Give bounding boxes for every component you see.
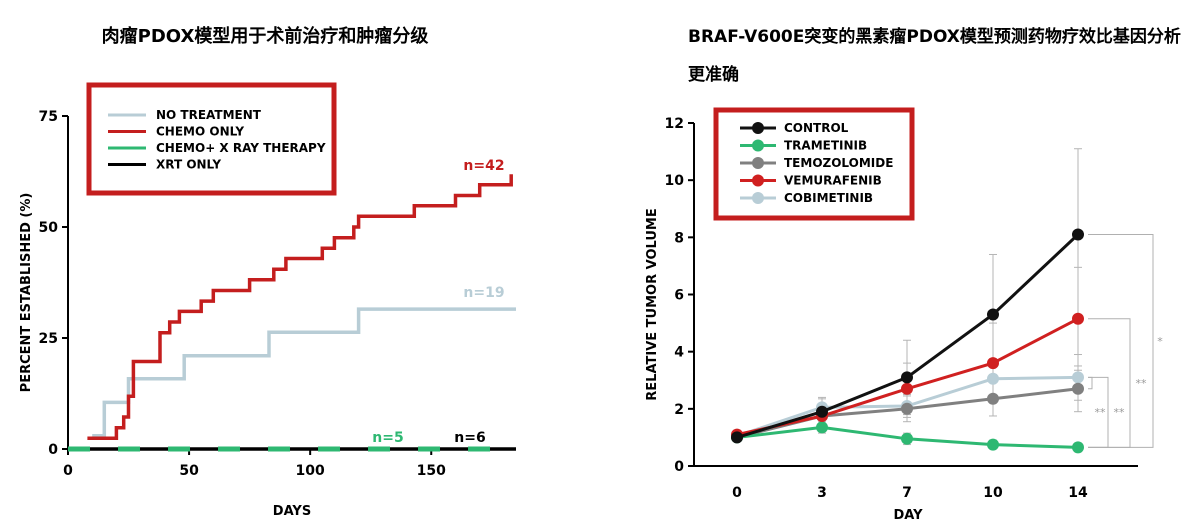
chart2-significance-label: * bbox=[1157, 335, 1163, 348]
chart2-data-point bbox=[816, 401, 828, 414]
chart2-legend-marker bbox=[752, 157, 764, 169]
chart1-n-label: n=19 bbox=[463, 285, 504, 301]
chart2-data-point bbox=[901, 402, 913, 415]
chart2-x-axis-label: DAY bbox=[893, 508, 923, 523]
chart2-data-point bbox=[987, 357, 999, 370]
chart2-y-tick-label: 10 bbox=[665, 173, 685, 189]
chart2-data-point bbox=[1072, 382, 1084, 395]
chart2-series-line-2 bbox=[736, 387, 1079, 439]
chart1-x-tick-label: 0 bbox=[63, 463, 73, 479]
chart2-x-tick-label: 3 bbox=[817, 485, 827, 501]
chart2-data-point bbox=[731, 430, 743, 442]
chart2-data-point bbox=[731, 431, 743, 444]
chart2-y-tick-label: 0 bbox=[674, 459, 684, 475]
chart2-legend-marker bbox=[752, 174, 764, 187]
chart2-data-point bbox=[987, 392, 999, 405]
chart2-y-tick-label: 4 bbox=[674, 345, 684, 361]
chart2-y-tick-label: 2 bbox=[674, 402, 684, 418]
chart2-legend-label: CONTROL bbox=[784, 121, 849, 135]
chart1-legend-label: CHEMO+ X RAY THERAPY bbox=[156, 141, 326, 155]
chart2-data-point bbox=[987, 438, 999, 451]
chart2-series-line-3 bbox=[736, 317, 1079, 437]
chart1-x-tick-label: 100 bbox=[296, 463, 325, 479]
chart1-n-label: n=5 bbox=[372, 430, 403, 446]
chart2-data-point bbox=[731, 431, 743, 444]
chart2-data-point bbox=[816, 410, 828, 422]
chart2-data-point bbox=[731, 428, 743, 441]
chart2-legend-label: TEMOZOLOMIDE bbox=[784, 156, 893, 170]
chart2-data-point bbox=[1072, 371, 1084, 384]
chart2-significance-label: ** bbox=[1114, 406, 1126, 419]
chart2-data-point bbox=[901, 400, 913, 412]
chart2-legend-marker bbox=[752, 122, 764, 134]
chart2-y-tick-label: 12 bbox=[665, 116, 684, 132]
chart2-data-point bbox=[816, 421, 828, 434]
chart2-data-point bbox=[901, 432, 913, 445]
chart2-significance-bracket bbox=[1088, 234, 1154, 448]
chart2-legend-label: VEMURAFENIB bbox=[784, 174, 882, 188]
chart1-series-line-1 bbox=[87, 174, 513, 441]
chart1-legend-label: NO TREATMENT bbox=[156, 108, 262, 122]
chart2-title: BRAF-V600E突变的黑素瘤PDOX模型预测药物疗效比基因分析更准确 bbox=[688, 27, 1181, 85]
chart2-significance-bracket bbox=[1088, 376, 1109, 448]
chart2-legend-label: TRAMETINIB bbox=[784, 139, 867, 153]
chart2-y-tick-label: 6 bbox=[674, 288, 684, 304]
chart2-significance-label: ** bbox=[1095, 406, 1107, 419]
chart2-x-tick-label: 14 bbox=[1068, 485, 1088, 501]
chart1-y-tick-label: 25 bbox=[39, 331, 58, 347]
chart1-y-axis-label: PERCENT ESTABLISHED (%) bbox=[19, 193, 34, 393]
chart1-legend-box bbox=[86, 82, 337, 196]
chart1-y-tick-label: 75 bbox=[39, 109, 58, 125]
chart2-data-point bbox=[987, 308, 999, 321]
chart2-series-line-0 bbox=[736, 233, 1080, 439]
chart2-legend-marker bbox=[752, 139, 764, 152]
chart2-y-axis-label: RELATIVE TUMOR VOLUME bbox=[645, 208, 660, 400]
chart2-y-tick-label: 8 bbox=[674, 230, 684, 246]
chart1-n-label: n=42 bbox=[463, 158, 504, 174]
chart2-significance-label: ** bbox=[1136, 377, 1148, 390]
chart2-significance-bracket bbox=[1088, 376, 1093, 390]
chart1-y-tick-label: 0 bbox=[48, 442, 58, 458]
chart2-data-point bbox=[731, 431, 743, 444]
chart1-x-tick-label: 50 bbox=[179, 463, 199, 479]
chart2-legend-box bbox=[713, 107, 915, 221]
chart1-title: 肉瘤PDOX模型用于术前治疗和肿瘤分级 bbox=[101, 26, 429, 47]
chart1-svg: 0 25 50 75 0 50 100 150 DAYS PERCENT ESTABLISHED … bbox=[19, 82, 516, 519]
chart2-data-point bbox=[1072, 312, 1084, 325]
chart1-legend-label: CHEMO ONLY bbox=[156, 125, 244, 139]
chart2-series-line-4 bbox=[736, 375, 1079, 438]
chart1-y-tick-label: 50 bbox=[39, 220, 59, 236]
chart2-x-tick-label: 7 bbox=[902, 485, 912, 501]
chart1-x-tick-label: 150 bbox=[417, 463, 446, 479]
chart2-data-point bbox=[1072, 441, 1084, 454]
chart2-legend-marker bbox=[752, 192, 764, 204]
chart2-legend-label: COBIMETINIB bbox=[784, 191, 873, 205]
chart2-significance-bracket bbox=[1088, 318, 1131, 448]
chart2-data-point bbox=[816, 405, 828, 418]
chart2-x-tick-label: 0 bbox=[732, 485, 742, 501]
chart2-data-point bbox=[901, 371, 913, 384]
chart1-series-line-0 bbox=[92, 307, 516, 438]
chart2-data-point bbox=[901, 382, 913, 395]
chart1-x-axis-label: DAYS bbox=[273, 504, 311, 519]
chart2-data-point bbox=[1072, 228, 1084, 241]
chart1-n-label: n=6 bbox=[454, 430, 485, 446]
chart2-series-line-1 bbox=[736, 425, 1079, 449]
chart2-data-point bbox=[987, 372, 999, 385]
chart2-x-tick-label: 10 bbox=[983, 485, 1003, 501]
chart2-data-point bbox=[816, 410, 828, 422]
chart1-legend-label: XRT ONLY bbox=[156, 158, 221, 172]
